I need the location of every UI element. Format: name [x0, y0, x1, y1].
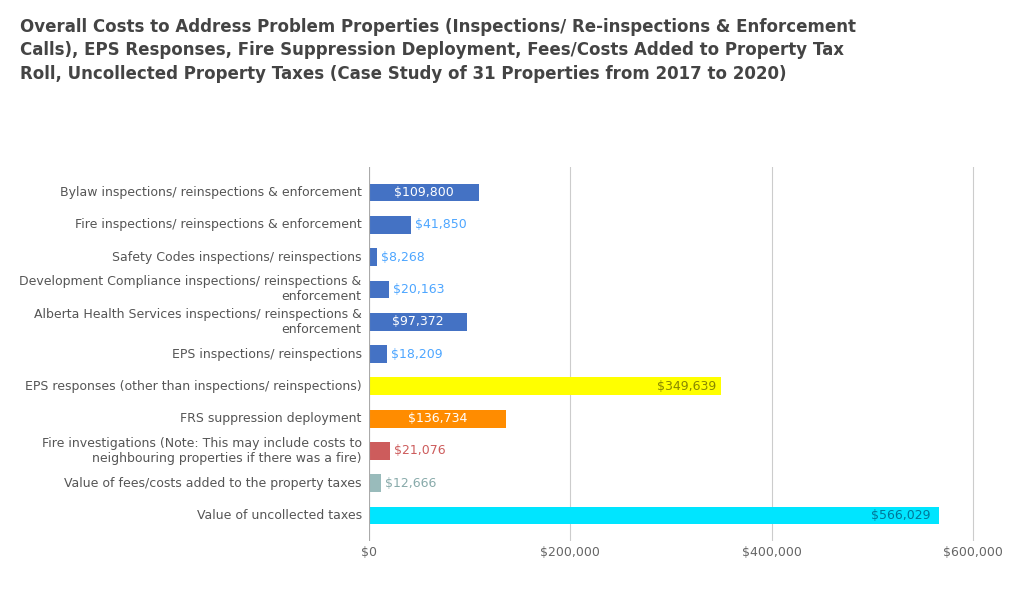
Text: $21,076: $21,076: [394, 444, 445, 458]
Bar: [369, 410, 507, 428]
Bar: [369, 345, 387, 363]
Text: $18,209: $18,209: [391, 347, 442, 361]
Text: $109,800: $109,800: [394, 186, 454, 199]
Bar: [369, 248, 377, 266]
Text: $8,268: $8,268: [381, 250, 425, 264]
Text: $20,163: $20,163: [393, 283, 444, 296]
Bar: [369, 216, 411, 234]
Bar: [369, 442, 390, 460]
Bar: [369, 313, 467, 331]
Bar: [369, 474, 381, 492]
Text: $566,029: $566,029: [871, 509, 931, 522]
Text: Overall Costs to Address Problem Properties (Inspections/ Re-inspections & Enfor: Overall Costs to Address Problem Propert…: [20, 18, 856, 83]
Text: $41,850: $41,850: [415, 218, 467, 231]
Bar: [369, 184, 479, 201]
Bar: [369, 280, 389, 298]
Bar: [369, 507, 939, 524]
Text: $12,666: $12,666: [385, 477, 437, 490]
Text: $349,639: $349,639: [656, 380, 716, 393]
Bar: [369, 377, 721, 395]
Text: $97,372: $97,372: [392, 315, 443, 328]
Text: $136,734: $136,734: [408, 412, 467, 425]
